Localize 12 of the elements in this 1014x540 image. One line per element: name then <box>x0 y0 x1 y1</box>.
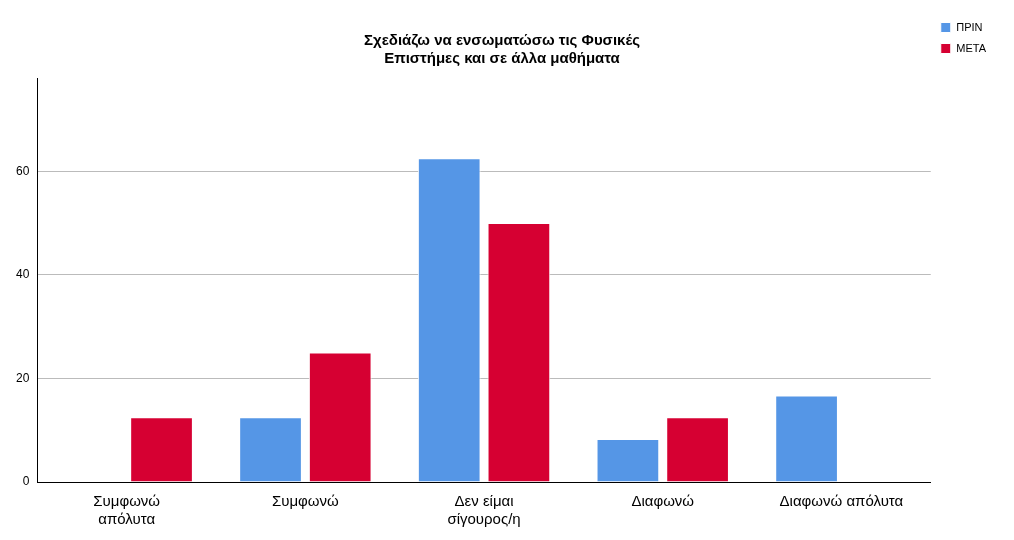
x-tick-label: Διαφωνώ απόλυτα <box>779 492 904 510</box>
y-tick-label: 20 <box>15 370 30 385</box>
y-tick-label: 0 <box>22 474 30 489</box>
x-tick-label: Συμφωνώ <box>271 492 340 510</box>
x-tick-label: Δεν είμαι σίγουρος/η <box>447 492 521 528</box>
x-tick-label: Διαφωνώ <box>631 492 695 510</box>
legend-label: ΜΕΤΑ <box>956 41 987 54</box>
y-tick-label: 40 <box>15 267 30 282</box>
x-tick-label: Συμφωνώ απόλυτα <box>93 492 161 528</box>
chart-title: Σχεδιάζω να ενσωματώσω τις Φυσικές Επιστήμες και σε άλλα μαθήματα <box>364 31 641 67</box>
y-tick-label: 60 <box>15 163 30 178</box>
legend-label: ΠΡΙΝ <box>956 20 983 33</box>
